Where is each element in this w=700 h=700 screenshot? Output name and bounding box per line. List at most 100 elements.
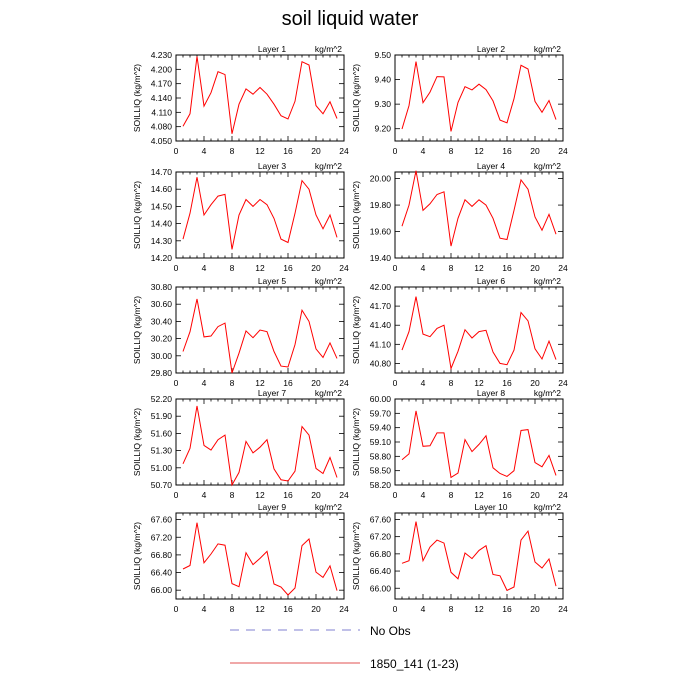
x-tick-label: 16	[283, 604, 293, 614]
x-tick-label: 8	[230, 146, 235, 156]
x-tick-label: 8	[230, 263, 235, 273]
x-tick-label: 4	[421, 263, 426, 273]
panel-title: Layer 3	[258, 161, 287, 171]
units-label: kg/m^2	[315, 276, 342, 286]
y-tick-label: 19.40	[370, 253, 392, 263]
y-axis-label: SOILLIQ (kg/m^2)	[132, 181, 142, 249]
y-tick-label: 9.40	[374, 75, 391, 85]
y-tick-label: 41.10	[370, 339, 392, 349]
y-axis-label: SOILLIQ (kg/m^2)	[351, 64, 361, 132]
series-line	[401, 61, 557, 132]
y-tick-label: 4.170	[151, 79, 173, 89]
series-line	[401, 170, 557, 247]
series-line	[401, 296, 557, 371]
x-tick-label: 24	[339, 378, 349, 388]
y-axis-label: SOILLIQ (kg/m^2)	[351, 181, 361, 249]
x-tick-label: 20	[530, 263, 540, 273]
x-tick-label: 0	[174, 263, 179, 273]
panel-layer-9: 0 4 8 12 16 20 24 66.00 66.40 66.80 67.20 67.60 Laye…	[132, 502, 349, 614]
y-tick-label: 9.20	[374, 124, 391, 134]
units-label: kg/m^2	[315, 502, 342, 512]
x-tick-label: 12	[474, 263, 484, 273]
y-tick-label: 4.200	[151, 64, 173, 74]
y-tick-label: 14.20	[151, 253, 173, 263]
y-tick-label: 67.20	[370, 532, 392, 542]
x-tick-label: 0	[393, 146, 398, 156]
x-tick-label: 16	[283, 146, 293, 156]
x-tick-label: 24	[558, 490, 568, 500]
x-tick-label: 0	[393, 378, 398, 388]
units-label: kg/m^2	[534, 44, 561, 54]
panel-title: Layer 1	[258, 44, 287, 54]
y-tick-label: 51.90	[151, 411, 173, 421]
y-axis-label: SOILLIQ (kg/m^2)	[351, 408, 361, 476]
x-tick-label: 20	[530, 490, 540, 500]
y-tick-label: 14.40	[151, 219, 173, 229]
x-tick-label: 8	[230, 604, 235, 614]
legend: No Obs 1850_141 (1-23)	[230, 624, 459, 671]
legend-label: 1850_141 (1-23)	[370, 657, 459, 671]
panel-layer-1: 0 4 8 12 16 20 24 4.050 4.080 4.110 4.140 4.170 4.20…	[132, 44, 349, 156]
x-tick-label: 12	[255, 604, 265, 614]
x-tick-label: 12	[474, 378, 484, 388]
x-tick-label: 8	[449, 604, 454, 614]
y-tick-label: 66.40	[151, 568, 173, 578]
x-tick-label: 4	[202, 146, 207, 156]
x-tick-label: 24	[339, 490, 349, 500]
panel-title: Layer 6	[477, 276, 506, 286]
x-tick-label: 20	[311, 604, 321, 614]
x-tick-label: 8	[449, 378, 454, 388]
y-axis-label: SOILLIQ (kg/m^2)	[351, 522, 361, 590]
x-tick-label: 0	[393, 604, 398, 614]
y-tick-label: 19.80	[370, 200, 392, 210]
y-tick-label: 30.00	[151, 351, 173, 361]
units-label: kg/m^2	[315, 161, 342, 171]
y-tick-label: 9.30	[374, 99, 391, 109]
x-tick-label: 8	[449, 146, 454, 156]
series-line	[401, 521, 557, 592]
y-tick-label: 67.60	[370, 514, 392, 524]
x-tick-label: 4	[421, 146, 426, 156]
panel-title: Layer 9	[258, 502, 287, 512]
x-tick-label: 12	[474, 490, 484, 500]
x-tick-label: 16	[502, 146, 512, 156]
y-tick-label: 14.60	[151, 184, 173, 194]
y-tick-label: 4.230	[151, 50, 173, 60]
panel-title: Layer 5	[258, 276, 287, 286]
plot-frame	[394, 512, 564, 600]
x-tick-label: 24	[558, 604, 568, 614]
x-tick-label: 4	[202, 378, 207, 388]
x-tick-label: 12	[255, 378, 265, 388]
x-tick-label: 8	[230, 490, 235, 500]
y-axis-label: SOILLIQ (kg/m^2)	[132, 296, 142, 364]
panel-layer-5: 0 4 8 12 16 20 24 29.80 30.00 30.20 30.40 30.60 30.8…	[132, 276, 349, 388]
series-line	[182, 405, 338, 487]
x-tick-label: 12	[474, 146, 484, 156]
y-tick-label: 14.70	[151, 167, 173, 177]
units-label: kg/m^2	[534, 388, 561, 398]
x-tick-label: 20	[311, 378, 321, 388]
x-tick-label: 20	[311, 146, 321, 156]
y-axis-label: SOILLIQ (kg/m^2)	[132, 408, 142, 476]
x-tick-label: 20	[311, 263, 321, 273]
x-tick-label: 24	[558, 378, 568, 388]
plot-frame	[394, 171, 564, 259]
x-tick-label: 4	[421, 490, 426, 500]
y-tick-label: 29.80	[151, 368, 173, 378]
panel-layer-3: 0 4 8 12 16 20 24 14.20 14.30 14.40 14.50 14.60 14.7…	[132, 161, 349, 273]
plot-frame	[394, 54, 564, 142]
y-tick-label: 14.50	[151, 201, 173, 211]
panel-layer-8: 0 4 8 12 16 20 24 58.20 58.50 58.80 59.10 59.40 59.7…	[351, 388, 568, 500]
y-tick-label: 14.30	[151, 236, 173, 246]
y-tick-label: 30.40	[151, 316, 173, 326]
y-axis-label: SOILLIQ (kg/m^2)	[132, 522, 142, 590]
x-tick-label: 16	[502, 263, 512, 273]
panel-title: Layer 2	[477, 44, 506, 54]
units-label: kg/m^2	[534, 502, 561, 512]
x-tick-label: 16	[502, 604, 512, 614]
units-label: kg/m^2	[315, 388, 342, 398]
y-tick-label: 42.00	[370, 282, 392, 292]
y-tick-label: 58.20	[370, 480, 392, 490]
x-tick-label: 0	[174, 378, 179, 388]
x-tick-label: 24	[339, 263, 349, 273]
